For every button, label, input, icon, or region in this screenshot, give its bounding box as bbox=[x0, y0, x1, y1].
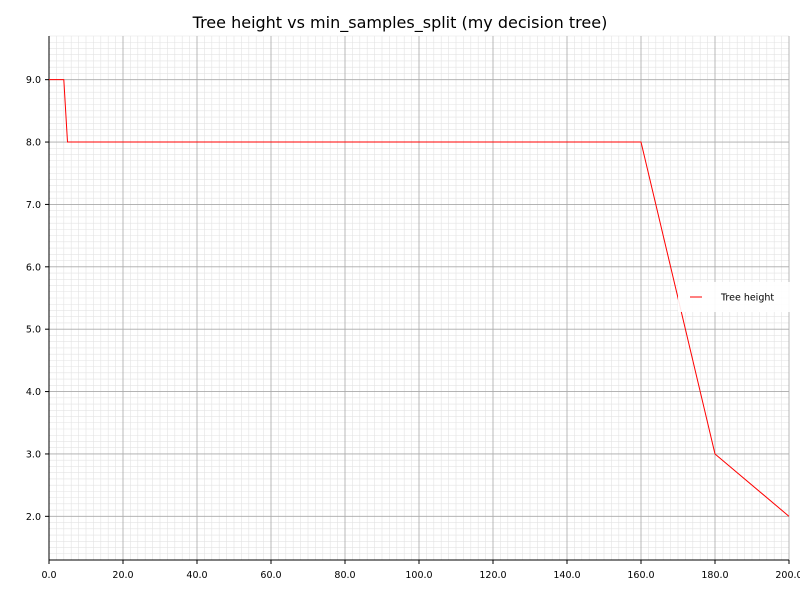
x-tick-label: 40.0 bbox=[186, 570, 207, 581]
x-tick-label: 20.0 bbox=[112, 570, 133, 581]
x-tick-label: 80.0 bbox=[334, 570, 355, 581]
y-tick-label: 7.0 bbox=[26, 200, 41, 211]
y-tick-label: 6.0 bbox=[26, 262, 41, 273]
x-tick-label: 60.0 bbox=[260, 570, 281, 581]
y-axis-ticks: 2.0 3.0 4.0 5.0 6.0 7.0 8.0 9.0 bbox=[26, 75, 49, 523]
x-tick-label: 0.0 bbox=[41, 570, 56, 581]
x-tick-label: 100.0 bbox=[405, 570, 432, 581]
series-line bbox=[49, 79, 790, 517]
y-tick-label: 5.0 bbox=[26, 325, 41, 336]
y-tick-label: 3.0 bbox=[26, 449, 41, 460]
x-tick-label: 200.0 bbox=[775, 570, 800, 581]
legend-label: Tree height bbox=[720, 293, 774, 304]
y-tick-label: 2.0 bbox=[26, 512, 41, 523]
x-axis-ticks: 0.0 20.0 40.0 60.0 80.0 100.0 120.0 140.0 160.0 1… bbox=[41, 560, 800, 581]
y-tick-label: 4.0 bbox=[26, 387, 41, 398]
y-tick-label: 8.0 bbox=[26, 138, 41, 149]
x-tick-label: 160.0 bbox=[627, 570, 654, 581]
series-layer bbox=[49, 79, 790, 517]
chart-title: Tree height vs min_samples_split (my dec… bbox=[192, 13, 608, 33]
x-tick-label: 140.0 bbox=[553, 570, 580, 581]
x-tick-label: 120.0 bbox=[479, 570, 506, 581]
x-tick-label: 180.0 bbox=[701, 570, 728, 581]
legend: Tree height bbox=[678, 282, 790, 312]
y-tick-label: 9.0 bbox=[26, 75, 41, 86]
